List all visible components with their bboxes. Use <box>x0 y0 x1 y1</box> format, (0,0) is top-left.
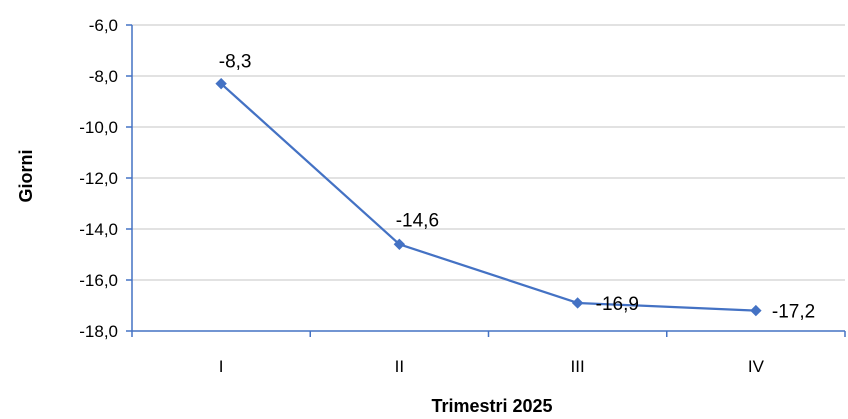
gridlines <box>132 24 845 281</box>
y-tick-label: -16,0 <box>79 271 118 290</box>
data-label: -16,9 <box>596 294 639 315</box>
data-label: -17,2 <box>772 302 815 323</box>
y-tick-label: -14,0 <box>79 220 118 239</box>
data-point-marker <box>750 304 762 317</box>
data-point-marker <box>571 297 584 309</box>
y-tick-label: -10,0 <box>79 118 118 137</box>
data-point-marker <box>215 77 227 90</box>
y-tick-label: -6,0 <box>89 16 118 35</box>
x-tick-label: I <box>219 357 224 376</box>
y-tick-label: -18,0 <box>79 322 118 341</box>
x-tick-label: IV <box>748 357 765 376</box>
axes <box>126 24 846 337</box>
series-line-path <box>220 82 756 312</box>
x-tick-label: II <box>395 357 404 376</box>
data-label: -14,6 <box>396 210 439 231</box>
y-tick-labels: -6,0 -8,0 -10,0 -12,0 -14,0 -16,0 -18,0 <box>79 16 118 341</box>
y-tick-label: -8,0 <box>89 67 118 86</box>
x-tick-label: III <box>571 357 585 376</box>
data-labels: -8,3 -14,6 -16,9 -17,2 <box>219 52 815 323</box>
series-line <box>220 82 756 312</box>
x-axis-title: Trimestri 2025 <box>431 396 552 416</box>
data-label: -8,3 <box>219 52 252 73</box>
data-point-marker <box>393 238 406 251</box>
y-tick-label: -12,0 <box>79 169 118 188</box>
series-markers <box>215 77 762 317</box>
x-tick-labels: I II III IV <box>219 357 765 376</box>
y-axis-title: Giorni <box>16 150 36 203</box>
